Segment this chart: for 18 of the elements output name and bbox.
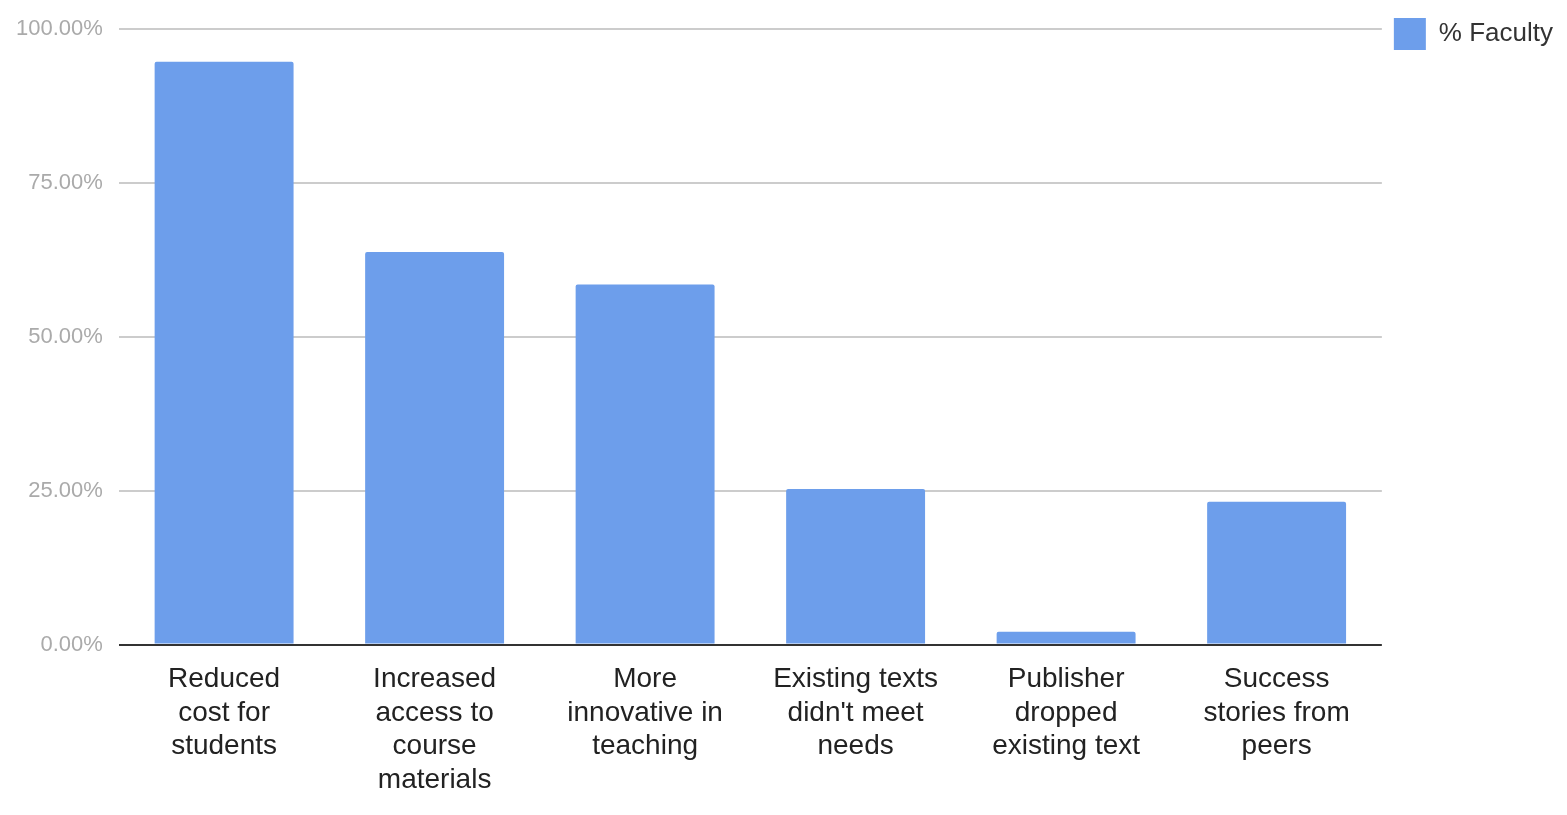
bar [996,631,1136,644]
y-tick-label: 25.00% [28,476,103,502]
x-tick-label: Increased access to course materials [373,662,497,794]
y-tick-label: 0.00% [40,630,103,656]
x-tick-label: Existing texts didn't meet needs [773,662,939,761]
x-tick-label: Reduced cost for students [168,662,281,761]
x-tick-label: Publisher dropped existing text [992,662,1141,761]
y-tick-label: 50.00% [28,322,103,348]
y-tick-label: 75.00% [28,169,103,195]
bar [365,251,505,644]
x-tick-label: Success stories from peers [1203,662,1350,761]
bar [1207,501,1347,644]
x-tick-label: More innovative in teaching [567,662,723,761]
bar [575,284,715,644]
bar [154,61,294,644]
legend-label: % Faculty [1438,17,1554,48]
y-tick-label: 100.00% [15,15,103,41]
bar [786,488,926,644]
